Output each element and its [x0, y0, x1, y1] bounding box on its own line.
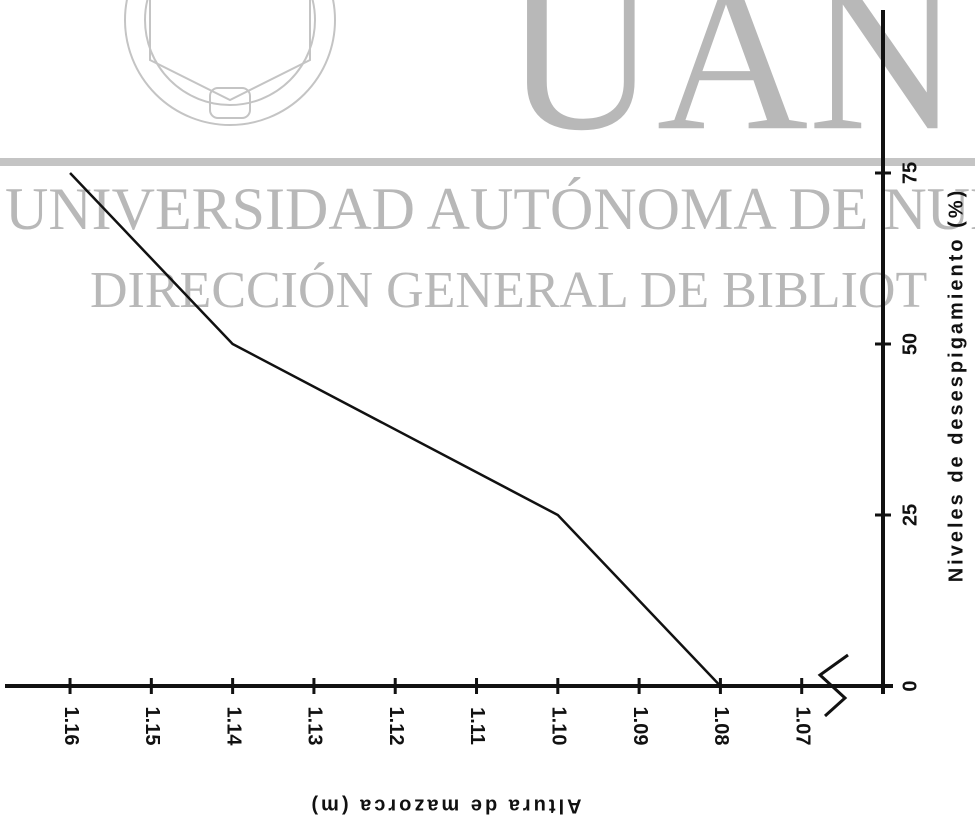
watermark-line: UNIVERSIDAD AUTÓNOMA DE NUEV	[5, 176, 975, 242]
watermark-bar	[0, 158, 975, 166]
y-tick-label: 1.12	[385, 707, 407, 746]
y-tick-label: 1.09	[629, 707, 651, 746]
y-tick-label: 1.08	[710, 707, 732, 746]
x-tick-label: 0	[899, 680, 921, 691]
x-tick-label: 25	[899, 504, 921, 526]
data-line	[69, 172, 722, 687]
y-tick-label: 1.11	[466, 707, 488, 745]
y-axis-title: Altura de mazorca (m)	[308, 795, 581, 817]
y-tick-label: 1.15	[141, 707, 163, 746]
x-tick-label: 75	[899, 162, 921, 184]
watermark-logo: UAN	[505, 0, 960, 174]
y-tick-label: 1.10	[548, 707, 570, 746]
x-axis-title: Niveles de desespigamiento (%)	[945, 188, 967, 583]
watermark-line: DIRECCIÓN GENERAL DE BIBLIOT	[90, 261, 927, 319]
watermark-emblem	[124, 0, 336, 126]
x-tick-label: 50	[899, 333, 921, 355]
y-tick-label: 1.16	[60, 707, 82, 746]
y-tick-label: 1.14	[222, 707, 244, 747]
y-tick-label: 1.13	[304, 707, 326, 746]
y-tick-label: 1.07	[791, 707, 813, 746]
